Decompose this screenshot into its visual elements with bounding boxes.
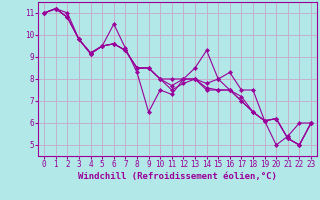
- X-axis label: Windchill (Refroidissement éolien,°C): Windchill (Refroidissement éolien,°C): [78, 172, 277, 181]
